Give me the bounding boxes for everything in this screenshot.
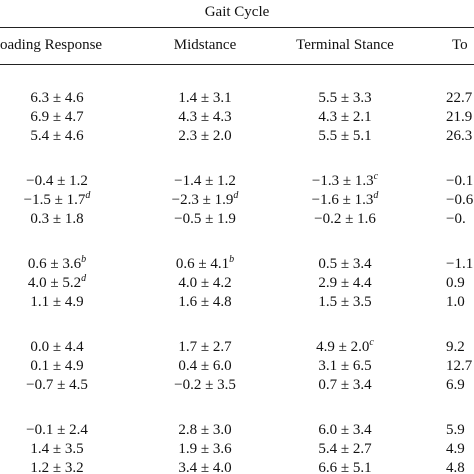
cell-text: 0.6 ± 4.1 (175, 256, 230, 272)
cell-text: −1.3 ± 1.3 (311, 173, 374, 189)
table-cell: −1.5 ± 1.7d (24, 191, 91, 209)
group-header: Gait Cycle (204, 4, 270, 20)
table-cell: 12.7 (446, 358, 473, 374)
column-header: Midstance (173, 37, 237, 53)
table-cell: −0.2 ± 3.5 (174, 377, 236, 393)
table-cell: 4.9 ± 2.0c (316, 338, 374, 356)
table-cell: −0.1 ± 2.4 (26, 422, 88, 438)
table-cell: −0.2 ± 1.6 (314, 211, 376, 227)
table-cell: 21.9 (446, 109, 473, 125)
table-cell: 1.1 ± 4.9 (30, 294, 84, 310)
table-cell: 0.6 ± 4.1b (176, 255, 234, 273)
table-cell: 4.9 (446, 441, 465, 457)
table-cell: 1.6 ± 4.8 (178, 294, 232, 310)
table-cell: −1.3 ± 1.3c (312, 172, 378, 190)
table-cell: 4.3 ± 2.1 (318, 109, 372, 125)
table-cell: −0.1 (446, 173, 474, 189)
table-cell: 6.9 ± 4.7 (30, 109, 84, 125)
column-header: Terminal Stance (296, 37, 394, 53)
table-cell: 22.7 (446, 90, 473, 106)
footnote-mark: b (81, 254, 87, 265)
table-cell: 3.1 ± 6.5 (318, 358, 372, 374)
table-cell: 0.1 ± 4.9 (30, 358, 84, 374)
table-cell: −2.3 ± 1.9d (172, 191, 239, 209)
cell-text: 0.6 ± 3.6 (27, 256, 82, 272)
table-cell: 2.8 ± 3.0 (178, 422, 232, 438)
footnote-mark: c (369, 337, 374, 348)
table-cell: 1.4 ± 3.5 (30, 441, 84, 457)
table-cell: 5.9 (446, 422, 465, 438)
table-cell: −1.1 (446, 256, 474, 272)
table-cell: 2.9 ± 4.4 (318, 275, 372, 291)
table-cell: 6.0 ± 3.4 (318, 422, 372, 438)
cell-text: 4.9 ± 2.0 (316, 339, 370, 355)
table-cell: 9.2 (446, 339, 465, 355)
table-cell: 2.3 ± 2.0 (178, 128, 232, 144)
table-cell: 4.0 ± 4.2 (178, 275, 232, 291)
table-cell: 1.7 ± 2.7 (178, 339, 232, 355)
column-header: oading Response (0, 37, 103, 53)
table-cell: 4.3 ± 4.3 (178, 109, 232, 125)
table-cell: 0.4 ± 6.0 (178, 358, 232, 374)
table-cell: 0.6 ± 3.6b (28, 255, 86, 273)
table-cell: 5.5 ± 5.1 (318, 128, 372, 144)
table-cell: 0.9 (446, 275, 465, 291)
table-cell: 6.3 ± 4.6 (30, 90, 84, 106)
table-cell: −0.4 ± 1.2 (26, 173, 88, 189)
table-cell: 4.0 ± 5.2d (28, 274, 86, 292)
table-cell: 3.4 ± 4.0 (178, 460, 232, 474)
footnote-mark: d (85, 190, 91, 201)
table-cell: 0.0 ± 4.4 (30, 339, 84, 355)
table-cell: −0. (446, 211, 466, 227)
footnote-mark: d (373, 190, 379, 201)
table-cell: 1.9 ± 3.6 (178, 441, 232, 457)
table-cell: 1.2 ± 3.2 (30, 460, 84, 474)
footnote-mark: d (233, 190, 239, 201)
table-cell: 26.3 (446, 128, 473, 144)
table-cell: −0.6 (446, 192, 474, 208)
table-cell: −0.5 ± 1.9 (174, 211, 236, 227)
table-cell: 1.4 ± 3.1 (178, 90, 232, 106)
table-cell: 4.8 (446, 460, 465, 474)
table-cell: 5.4 ± 4.6 (30, 128, 84, 144)
table-cell: −0.7 ± 4.5 (26, 377, 88, 393)
footnote-mark: b (229, 254, 235, 265)
table-cell: 0.5 ± 3.4 (318, 256, 372, 272)
table-cell: 0.3 ± 1.8 (30, 211, 84, 227)
table-cell: 6.6 ± 5.1 (318, 460, 372, 474)
table-cell: 5.5 ± 3.3 (318, 90, 372, 106)
table-cell: 5.4 ± 2.7 (318, 441, 372, 457)
footnote-mark: c (373, 171, 379, 182)
cell-text: −1.5 ± 1.7 (23, 192, 86, 208)
footnote-mark: d (81, 273, 87, 284)
cell-text: 4.0 ± 5.2 (27, 275, 82, 291)
cell-text: −1.6 ± 1.3 (311, 192, 374, 208)
cell-text: −2.3 ± 1.9 (171, 192, 234, 208)
table-cell: 6.9 (446, 377, 465, 393)
table-cell: 1.5 ± 3.5 (318, 294, 372, 310)
column-rule (0, 64, 474, 65)
column-header: To (452, 37, 468, 53)
table-cell: −1.6 ± 1.3d (312, 191, 379, 209)
header-rule (0, 27, 474, 28)
table-cell: 1.0 (446, 294, 465, 310)
table-cell: −1.4 ± 1.2 (174, 173, 236, 189)
table-cell: 0.7 ± 3.4 (318, 377, 372, 393)
